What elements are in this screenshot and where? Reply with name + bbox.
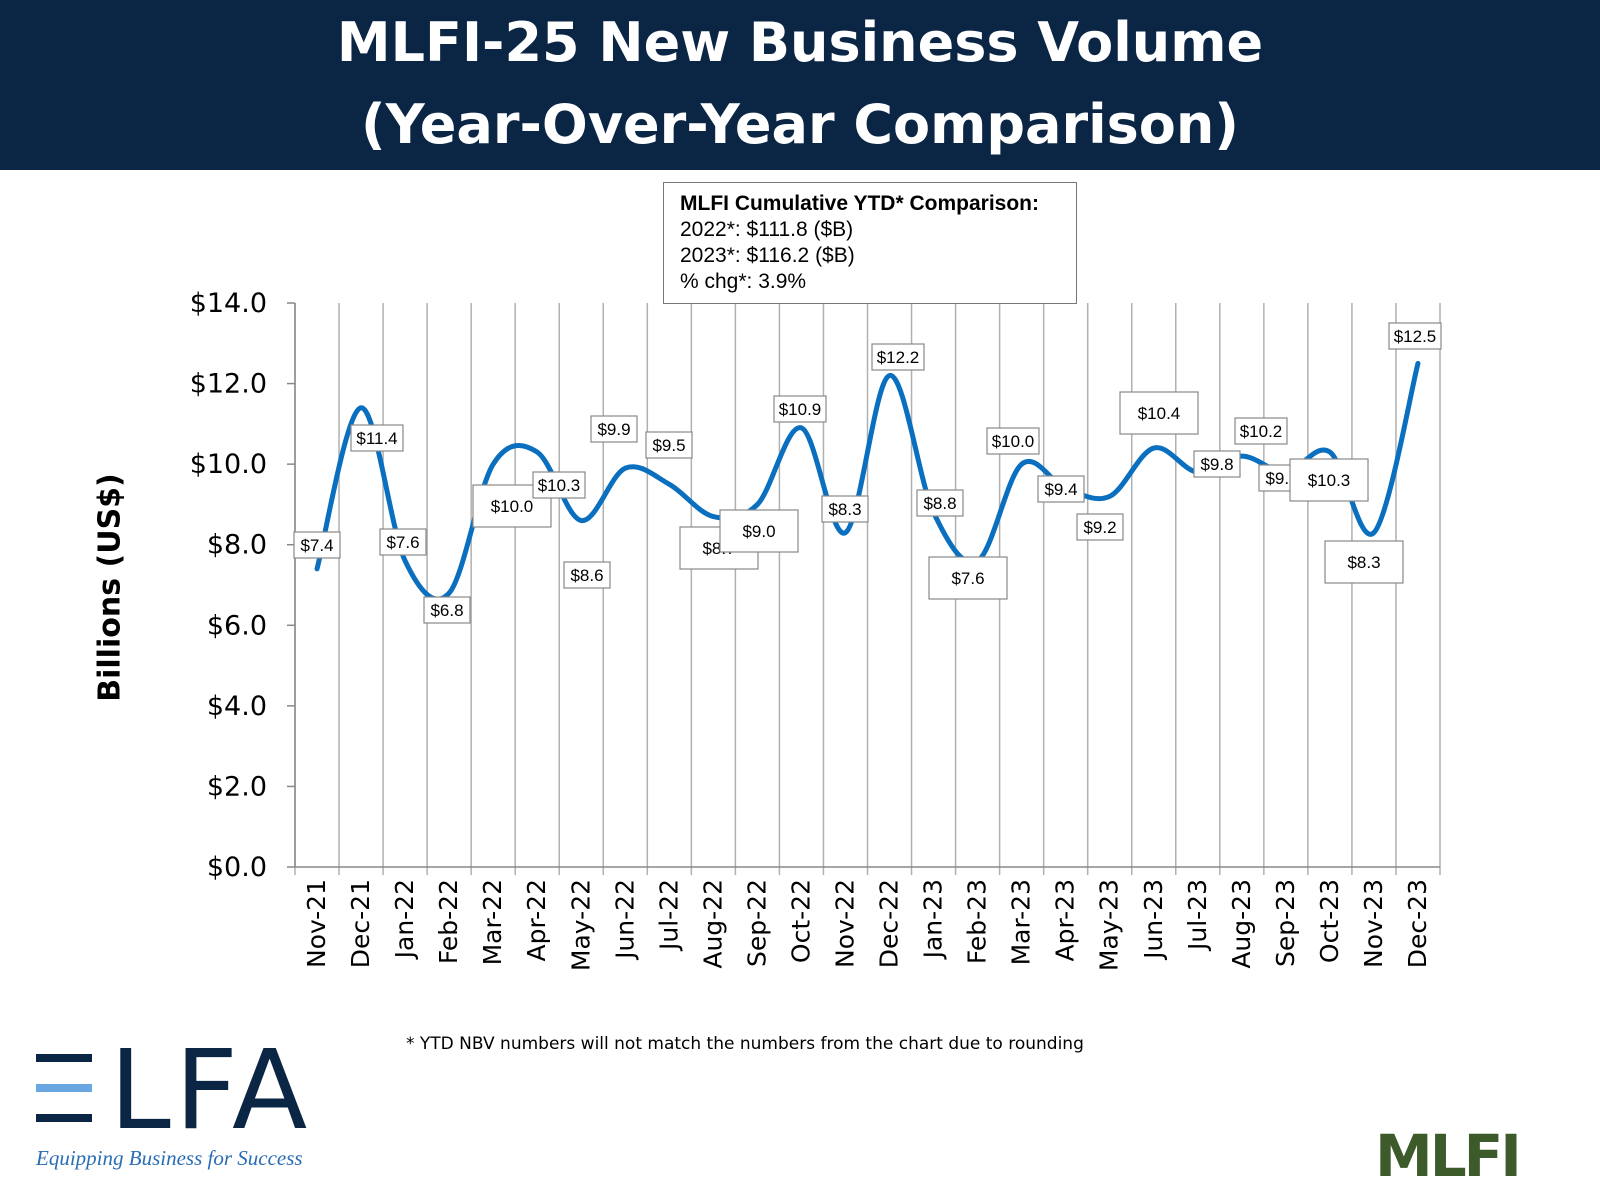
ytd-pct-change: % chg*: 3.9% bbox=[680, 270, 807, 293]
data-label-box bbox=[986, 427, 1040, 455]
data-label: $10.9 bbox=[779, 400, 822, 419]
elfa-tagline: Equipping Business for Success bbox=[36, 1146, 303, 1170]
mlfi-logo: MLFI bbox=[1375, 1122, 1522, 1190]
data-label: $6.8 bbox=[430, 601, 463, 620]
data-label-box bbox=[1193, 450, 1241, 478]
x-tick-label: Aug-22 bbox=[698, 879, 727, 969]
ytd-comparison-box: MLFI Cumulative YTD* Comparison: 2022*: … bbox=[663, 182, 1077, 304]
data-label: $10.3 bbox=[538, 476, 581, 495]
y-tick-label: $12.0 bbox=[190, 369, 267, 400]
data-label-box bbox=[1076, 513, 1124, 541]
ytd-2023: 2023*: $116.2 ($B) bbox=[680, 244, 855, 267]
x-tick-label: Mar-23 bbox=[1007, 879, 1036, 965]
x-tick-label: Nov-23 bbox=[1359, 879, 1388, 968]
data-label: $8.3 bbox=[1347, 553, 1380, 572]
x-tick-label: Apr-22 bbox=[522, 879, 551, 961]
data-label: $7.4 bbox=[300, 536, 333, 555]
x-tick-label: Dec-22 bbox=[875, 879, 904, 968]
chart-title-line2: (Year-Over-Year Comparison) bbox=[360, 93, 1239, 156]
data-label: $7.6 bbox=[386, 533, 419, 552]
data-label-box bbox=[821, 495, 869, 523]
data-label: $10.0 bbox=[992, 432, 1035, 451]
x-tick-label: Dec-21 bbox=[346, 879, 375, 968]
x-tick-label: Jan-23 bbox=[919, 879, 948, 960]
ytd-title: MLFI Cumulative YTD* Comparison: bbox=[680, 192, 1039, 215]
y-tick-label: $6.0 bbox=[207, 610, 267, 641]
data-label-box bbox=[916, 489, 964, 517]
data-label-box bbox=[293, 531, 341, 559]
data-label: $12.2 bbox=[877, 348, 920, 367]
x-tick-label: Dec-23 bbox=[1403, 879, 1432, 968]
x-tick-label: Mar-22 bbox=[478, 879, 507, 965]
data-label-box bbox=[1234, 417, 1288, 445]
data-label-box bbox=[719, 509, 799, 553]
x-tick-label: Jun-22 bbox=[610, 879, 639, 961]
y-axis-label: Billions (US$) bbox=[92, 473, 128, 702]
data-label-box bbox=[1289, 458, 1369, 502]
data-label-box bbox=[1388, 322, 1442, 350]
data-label: $9.9 bbox=[597, 420, 630, 439]
x-tick-label: Sep-22 bbox=[742, 879, 771, 967]
x-tick-label: Oct-22 bbox=[786, 879, 815, 963]
y-tick-label: $10.0 bbox=[190, 449, 267, 480]
data-label: $9.2 bbox=[1083, 518, 1116, 537]
x-tick-label: Sep-23 bbox=[1271, 879, 1300, 967]
data-label-box bbox=[590, 415, 638, 443]
x-tick-label: Jul-23 bbox=[1183, 879, 1212, 952]
data-label-box bbox=[1324, 540, 1404, 584]
x-tick-label: May-23 bbox=[1095, 879, 1124, 971]
title-banner: MLFI-25 New Business Volume (Year-Over-Y… bbox=[0, 0, 1600, 170]
y-tick-label: $0.0 bbox=[207, 852, 267, 883]
data-label-box bbox=[871, 343, 925, 371]
data-label: $9.8 bbox=[1200, 455, 1233, 474]
x-tick-label: Nov-22 bbox=[830, 879, 859, 968]
data-label-box bbox=[773, 395, 827, 423]
data-label: $8.6 bbox=[570, 566, 603, 585]
data-label: $8.3 bbox=[828, 500, 861, 519]
footnote: * YTD NBV numbers will not match the num… bbox=[406, 1034, 1084, 1054]
x-tick-label: Jul-22 bbox=[654, 879, 683, 952]
x-tick-label: Nov-21 bbox=[302, 879, 331, 968]
data-label-box bbox=[563, 561, 611, 589]
data-label: $10.0 bbox=[491, 497, 534, 516]
elfa-logo: ELFA bbox=[36, 1035, 311, 1145]
x-tick-label: Feb-23 bbox=[963, 879, 992, 964]
data-label-box bbox=[379, 528, 427, 556]
data-label-box bbox=[645, 431, 693, 459]
y-tick-label: $14.0 bbox=[190, 288, 267, 319]
y-tick-label: $2.0 bbox=[207, 771, 267, 802]
data-label: $9.4 bbox=[1044, 480, 1077, 499]
y-tick-label: $8.0 bbox=[207, 530, 267, 561]
data-label-box bbox=[1119, 391, 1199, 435]
data-label-box bbox=[350, 424, 404, 452]
data-label: $10.2 bbox=[1240, 422, 1283, 441]
data-label: $10.4 bbox=[1138, 404, 1181, 423]
data-label: $8.8 bbox=[923, 494, 956, 513]
x-tick-label: Jan-22 bbox=[390, 879, 419, 960]
data-label-box bbox=[423, 596, 471, 624]
x-tick-label: Feb-22 bbox=[434, 879, 463, 964]
x-tick-label: Jun-23 bbox=[1139, 879, 1168, 961]
data-label: $7.6 bbox=[951, 569, 984, 588]
data-label-box bbox=[1037, 475, 1085, 503]
data-label: $10.3 bbox=[1308, 471, 1351, 490]
data-label: $12.5 bbox=[1394, 327, 1437, 346]
data-label: $9.0 bbox=[742, 522, 775, 541]
x-tick-label: Aug-23 bbox=[1227, 879, 1256, 969]
x-tick-label: Oct-23 bbox=[1315, 879, 1344, 963]
data-label: $11.4 bbox=[356, 429, 397, 448]
y-tick-label: $4.0 bbox=[207, 691, 267, 722]
data-label: $9.5 bbox=[652, 436, 685, 455]
ytd-2022: 2022*: $111.8 ($B) bbox=[680, 218, 854, 241]
chart-title-line1: MLFI-25 New Business Volume bbox=[336, 11, 1264, 74]
data-label-box bbox=[532, 471, 586, 499]
x-tick-label: May-22 bbox=[566, 879, 595, 971]
x-tick-label: Apr-23 bbox=[1051, 879, 1080, 961]
data-label-box bbox=[928, 556, 1008, 600]
